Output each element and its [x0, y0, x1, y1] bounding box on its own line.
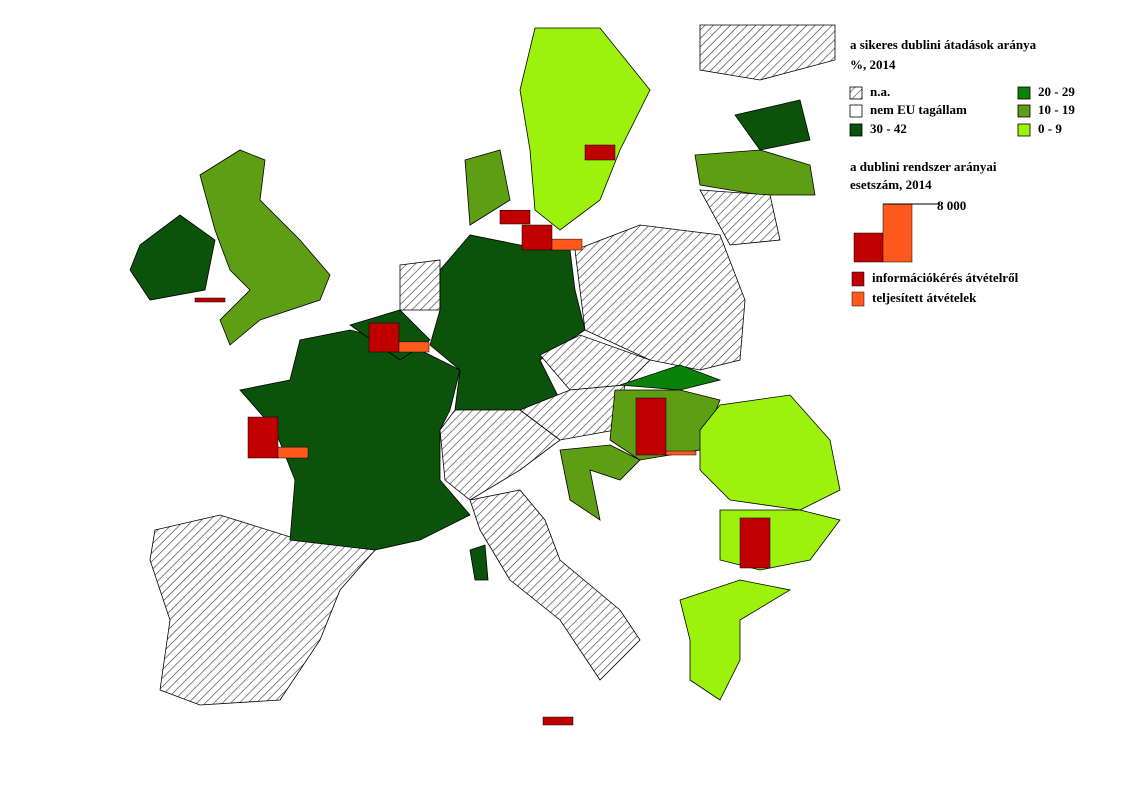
- bar: [551, 238, 583, 251]
- country: [464, 149, 511, 226]
- legend-swatch: [849, 86, 863, 100]
- country: [469, 544, 489, 581]
- country: [199, 149, 331, 346]
- bar: [665, 450, 697, 456]
- country: [559, 444, 641, 521]
- bar: [635, 397, 667, 456]
- bar: [247, 416, 279, 459]
- bar: [499, 209, 531, 225]
- country: [719, 509, 841, 571]
- country: [574, 224, 746, 371]
- country: [439, 409, 561, 501]
- legend-title: a sikeres dublini átadások aránya: [850, 37, 1037, 52]
- legend-label: 10 - 19: [1038, 102, 1075, 117]
- legend-swatch: [851, 291, 865, 307]
- country: [239, 329, 471, 551]
- legend-swatch: [849, 123, 863, 137]
- bar: [739, 517, 771, 569]
- scale-label: 8 000: [937, 198, 966, 213]
- legend-title: esetszám, 2014: [850, 177, 932, 192]
- legend-label: 0 - 9: [1038, 121, 1062, 136]
- country: [699, 24, 836, 81]
- country: [734, 99, 811, 151]
- country: [699, 394, 841, 511]
- legend-label: n.a.: [870, 84, 890, 99]
- legend-label: információkérés átvételről: [872, 270, 1019, 285]
- legend-label: 30 - 42: [870, 121, 907, 136]
- legend-label: nem EU tagállam: [870, 102, 967, 117]
- legend-title: a dublini rendszer arányai: [850, 159, 997, 174]
- country: [469, 489, 641, 681]
- bar: [521, 224, 553, 251]
- country: [699, 189, 781, 246]
- country: [129, 214, 216, 301]
- bar: [368, 322, 400, 353]
- legend-swatch: [851, 271, 865, 287]
- legend-label: teljesített átvételek: [872, 290, 977, 305]
- legend-label: 20 - 29: [1038, 84, 1075, 99]
- legend-swatch: [1017, 123, 1031, 137]
- country: [519, 27, 651, 231]
- legend-title: %, 2014: [850, 57, 896, 72]
- country: [679, 579, 792, 701]
- legend-swatch: [849, 104, 863, 118]
- bar: [194, 297, 226, 303]
- country: [149, 514, 376, 706]
- bar: [398, 341, 430, 353]
- country: [399, 259, 441, 311]
- legend: a sikeres dublini átadások aránya %, 201…: [850, 37, 1037, 192]
- legend-bar: [853, 232, 884, 263]
- legend-swatch: [1017, 104, 1031, 118]
- bar: [542, 716, 574, 726]
- legend-swatch: [1017, 86, 1031, 100]
- bar: [584, 144, 616, 161]
- country: [539, 334, 651, 391]
- countries: [129, 24, 841, 706]
- bar: [277, 446, 309, 459]
- country: [694, 149, 816, 196]
- country: [619, 364, 722, 391]
- legend-bar: [882, 203, 913, 263]
